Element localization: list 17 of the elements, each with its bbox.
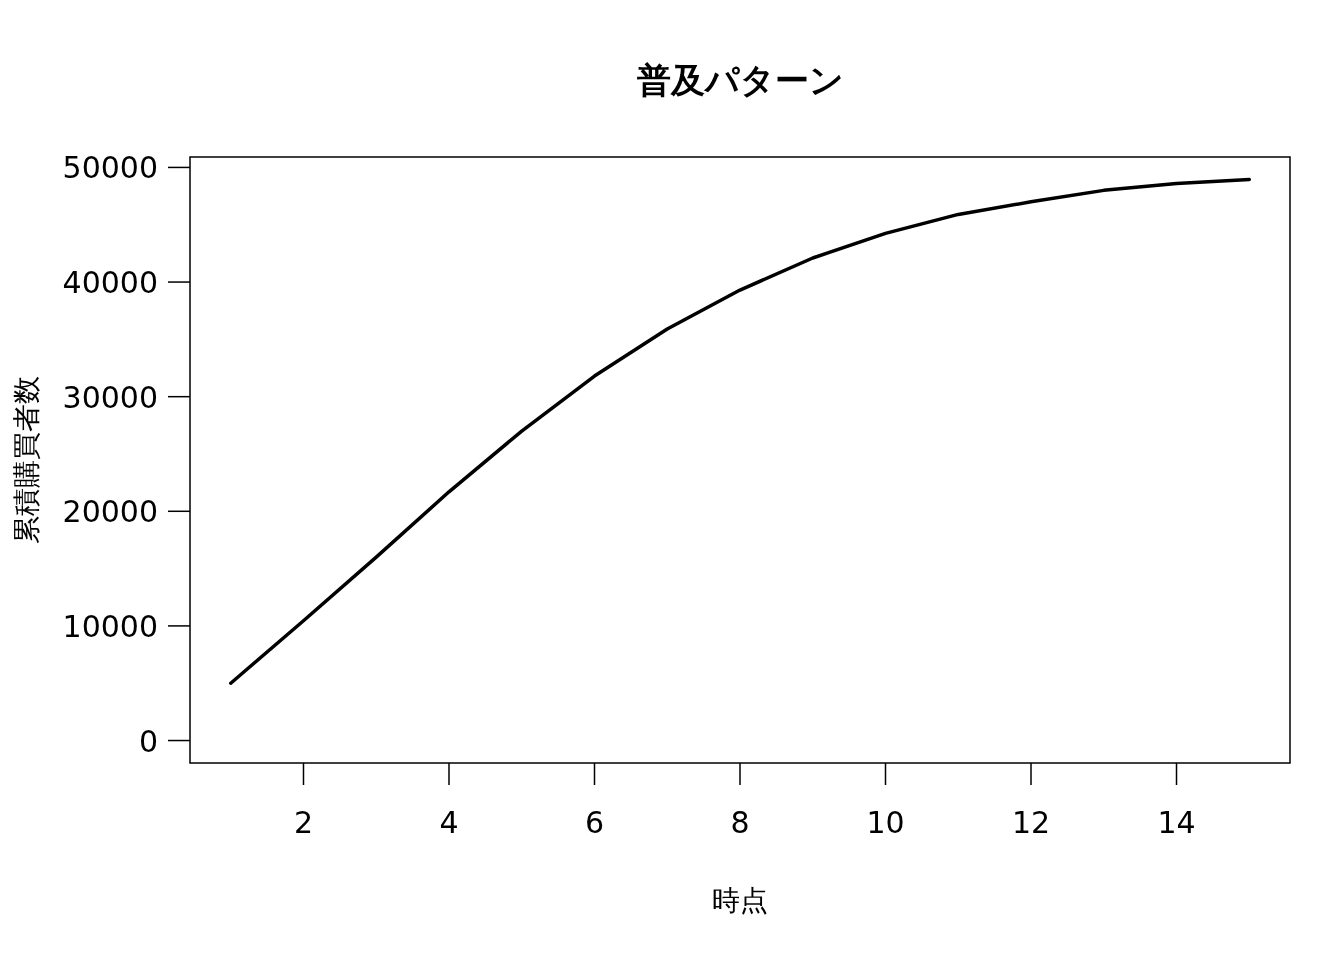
x-tick-label: 8 (730, 805, 750, 840)
line-series (228, 177, 1252, 685)
x-tick-label: 10 (866, 805, 905, 840)
x-tick-label: 14 (1157, 805, 1196, 840)
x-tick-label: 12 (1011, 805, 1051, 840)
y-tick-label: 10000 (62, 608, 158, 644)
x-tick-label: 2 (293, 805, 314, 840)
y-tick-label: 50000 (62, 150, 158, 186)
y-tick-label: 40000 (62, 265, 158, 301)
x-tick-label: 6 (584, 805, 605, 840)
x-tick-label: 4 (439, 805, 459, 840)
y-axis-title: 累積購買者数 (10, 376, 43, 544)
y-tick-label: 30000 (62, 379, 158, 415)
y-tick-label: 0 (138, 723, 158, 759)
x-axis-title: 時点 (712, 884, 768, 917)
y-tick-label: 20000 (62, 494, 158, 530)
chart-title: 普及パターン (636, 60, 844, 100)
